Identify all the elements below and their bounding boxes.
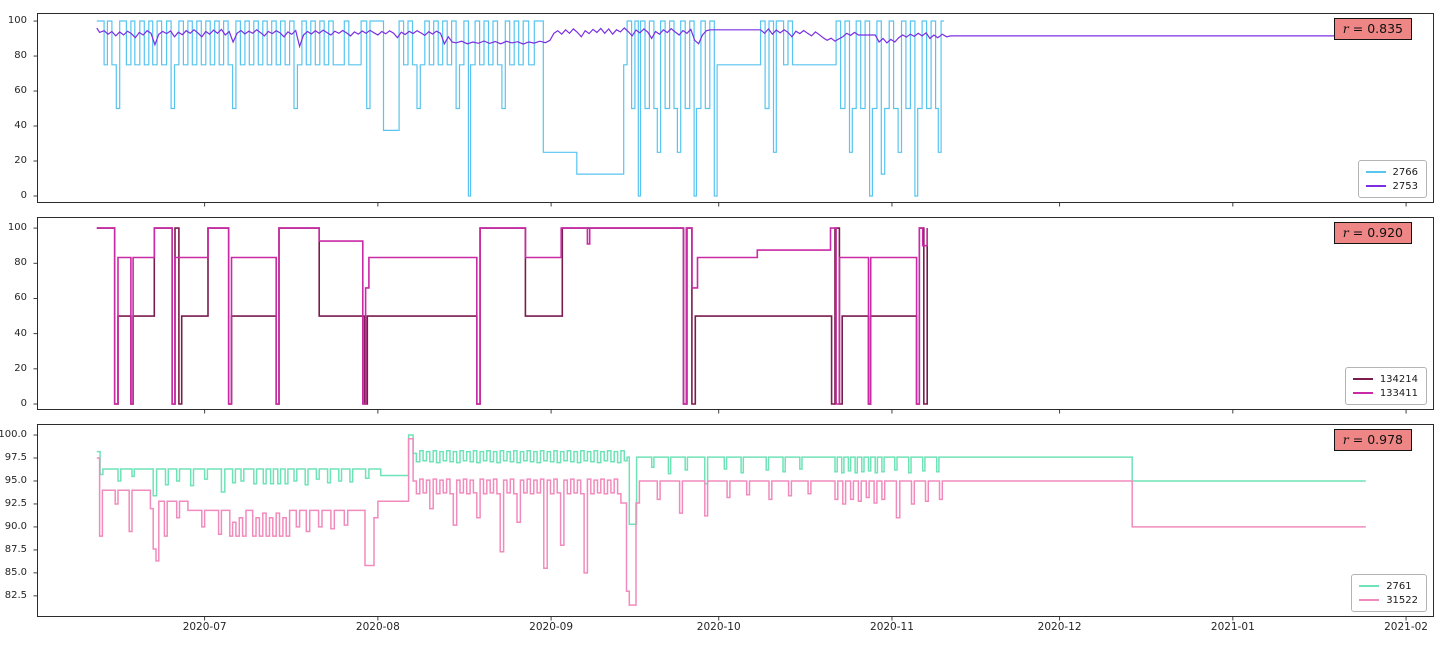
- legend-label: 2753: [1392, 180, 1418, 192]
- y-tick-label: 82.5: [4, 589, 27, 601]
- y-axis-3: 82.5 85.0 87.5 90.0 92.5 95.0 97.5 100.0: [0, 424, 33, 617]
- x-tick-label: 2020-12: [1037, 621, 1082, 633]
- legend-item: 2753: [1365, 179, 1418, 193]
- y-tick-label: 97.5: [4, 452, 27, 463]
- r-symbol: r: [1342, 432, 1349, 447]
- legend-label: 2761: [1386, 580, 1412, 592]
- r-value: = 0.920: [1348, 225, 1403, 240]
- legend-line-swatch: [1365, 171, 1386, 173]
- x-tick-label: 2020-09: [529, 621, 574, 633]
- series-line-2761: [96, 434, 1366, 525]
- y-tick-label: 100.0: [0, 429, 27, 441]
- r-value: = 0.978: [1348, 432, 1403, 447]
- r-symbol: r: [1342, 225, 1349, 240]
- y-tick-label: 85.0: [4, 566, 27, 578]
- legend-line-swatch: [1352, 378, 1373, 380]
- x-tick-label: 2020-11: [870, 621, 914, 633]
- legend-line-swatch: [1359, 599, 1380, 601]
- y-tick-label: 80: [14, 50, 27, 62]
- y-tick-label: 40: [14, 327, 27, 339]
- legend-label: 31522: [1386, 594, 1418, 606]
- r-annotation-3: r = 0.978: [1333, 429, 1412, 451]
- series-line-2766: [96, 20, 944, 197]
- y-tick-label: 80: [14, 257, 27, 269]
- series-line-31522: [96, 437, 1366, 606]
- legend-label: 133411: [1379, 387, 1418, 399]
- plot-svg-3: [33, 424, 1434, 621]
- r-symbol: r: [1342, 21, 1349, 36]
- axes-border: [37, 424, 1434, 617]
- x-tick-label: 2021-02: [1384, 621, 1428, 633]
- legend-label: 134214: [1379, 373, 1418, 385]
- y-tick-label: 20: [14, 155, 27, 166]
- y-tick-label: 100: [7, 15, 27, 27]
- subplot-2: 0 20 40 60 80 100 r = 0.920 134214 133411: [8, 217, 1434, 414]
- r-value: = 0.835: [1348, 21, 1403, 36]
- y-tick-label: 40: [14, 120, 27, 132]
- r-annotation-1: r = 0.835: [1333, 18, 1412, 40]
- r-annotation-2: r = 0.920: [1333, 222, 1412, 244]
- x-tick-label: 2020-10: [696, 621, 741, 633]
- x-tick-label: 2021-01: [1210, 621, 1255, 633]
- legend-line-swatch: [1352, 392, 1373, 394]
- series-line-2753: [96, 27, 1366, 49]
- x-axis-labels: 2020-07 2020-08 2020-09 2020-10 2020-11 2020-…: [37, 621, 1434, 637]
- subplot-3: 82.5 85.0 87.5 90.0 92.5 95.0 97.5 100.0 r = 0.…: [0, 424, 1434, 621]
- plot-svg-1: [33, 13, 1434, 207]
- legend-line-swatch: [1359, 585, 1380, 587]
- legend-3: 2761 31522: [1351, 574, 1427, 612]
- y-tick-label: 90.0: [4, 520, 27, 532]
- series-line-133411: [96, 227, 928, 405]
- legend-item: 133411: [1352, 386, 1418, 400]
- legend-item: 31522: [1359, 593, 1418, 607]
- axes-border: [37, 217, 1434, 410]
- legend-item: 2766: [1365, 165, 1418, 179]
- subplot-1: 0 20 40 60 80 100 r = 0.835 2766 2753: [8, 13, 1434, 207]
- axes-border: [37, 13, 1434, 203]
- series-line-134214: [96, 227, 928, 405]
- legend-2: 134214 133411: [1344, 367, 1427, 405]
- y-tick-label: 0: [20, 190, 27, 201]
- legend-label: 2766: [1392, 166, 1418, 178]
- y-tick-label: 87.5: [4, 543, 27, 555]
- y-tick-label: 60: [14, 85, 27, 97]
- y-tick-label: 100: [7, 222, 27, 234]
- y-tick-label: 0: [20, 398, 27, 410]
- x-tick-label: 2020-07: [182, 621, 227, 633]
- plot-svg-2: [33, 217, 1434, 414]
- legend-1: 2766 2753: [1357, 160, 1427, 198]
- y-tick-label: 60: [14, 292, 27, 304]
- legend-item: 2761: [1359, 579, 1418, 593]
- y-tick-label: 92.5: [4, 497, 27, 509]
- y-tick-label: 95.0: [4, 474, 27, 486]
- y-axis-1: 0 20 40 60 80 100: [0, 13, 33, 203]
- y-tick-label: 20: [14, 362, 27, 374]
- y-axis-2: 0 20 40 60 80 100: [0, 217, 33, 410]
- legend-item: 134214: [1352, 372, 1418, 386]
- legend-line-swatch: [1365, 185, 1386, 187]
- x-tick-label: 2020-08: [355, 621, 400, 633]
